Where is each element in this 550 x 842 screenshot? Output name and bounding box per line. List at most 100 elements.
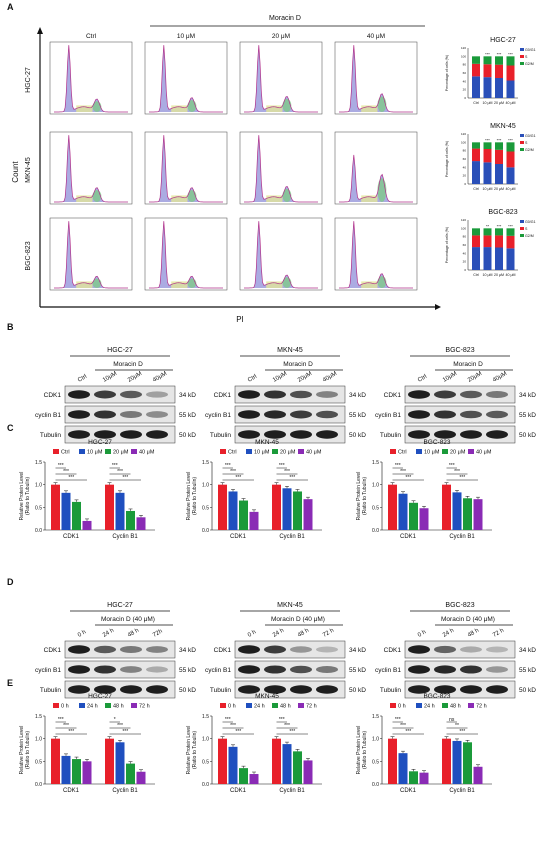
- blot-band: [434, 410, 456, 419]
- stacked-category: 40 μM: [505, 101, 515, 105]
- stacked-legend-swatch: [520, 55, 524, 58]
- band-name: Tubulin: [380, 432, 401, 439]
- band-size: 55 kD: [349, 667, 366, 674]
- y-tick-label: 0.5: [202, 759, 209, 765]
- y-axis-label: (Ratio to Tubulin): [362, 477, 368, 515]
- blot-band: [434, 645, 456, 654]
- blot-band: [290, 646, 312, 653]
- category-label: Cyclin B1: [112, 788, 138, 794]
- histogram-frame: [49, 217, 133, 291]
- blot-group-label: Moracin D: [453, 361, 483, 368]
- band-name: Tubulin: [380, 687, 401, 694]
- category-label: Cyclin B1: [279, 534, 305, 540]
- s-phase-fill: [171, 195, 188, 202]
- blot-band: [460, 665, 482, 674]
- stacked-bar-g2: [483, 228, 492, 236]
- stacked-sig: ***: [508, 51, 513, 56]
- y-axis-label: Relative Protein Level: [186, 726, 192, 775]
- bar-0-3: [249, 511, 259, 530]
- bar-0-0: [218, 738, 227, 784]
- legend-swatch: [298, 449, 304, 454]
- sig-mark: ***: [63, 723, 69, 729]
- blot-band: [460, 430, 482, 439]
- stacked-category: 10 μM: [482, 273, 492, 277]
- stacked-tick: 20: [463, 260, 467, 264]
- g2m-peak-fill: [282, 277, 292, 288]
- histogram-curve: [244, 221, 318, 289]
- stacked-category: Ctrl: [473, 187, 479, 191]
- stacked-category: 20 μM: [494, 101, 504, 105]
- y-tick-label: 0.5: [202, 505, 209, 511]
- stacked-category: 20 μM: [494, 273, 504, 277]
- y-tick-label: 1.5: [35, 460, 42, 466]
- lane-label: 48 h: [297, 628, 310, 639]
- band-name: Tubulin: [210, 687, 231, 694]
- band-size: 50 kD: [519, 687, 536, 694]
- sig-mark: ns: [449, 717, 455, 723]
- lane-label: 20μM: [467, 371, 483, 384]
- s-phase-fill: [266, 195, 283, 202]
- histogram-curve: [149, 135, 223, 203]
- y-tick-label: 1.0: [202, 737, 209, 743]
- sig-mark: ***: [63, 469, 69, 475]
- blot-line-title: HGC-27: [107, 347, 133, 354]
- sig-mark: ***: [230, 469, 236, 475]
- blot-band: [238, 430, 260, 439]
- blot-group-label: Moracin D: [283, 361, 313, 368]
- stacked-bar-g1: [472, 247, 480, 270]
- sig-mark: ***: [112, 463, 118, 469]
- sig-mark: ***: [289, 475, 295, 481]
- histogram-frame: [144, 41, 228, 115]
- stacked-bar-g1: [472, 161, 480, 184]
- legend-swatch: [53, 703, 59, 708]
- legend-label: 0 h: [228, 704, 236, 710]
- condition-label: 10 μM: [177, 33, 195, 40]
- sig-mark: ***: [449, 463, 455, 469]
- chart-title: HGC-27: [88, 439, 112, 446]
- bar-0-1: [398, 493, 408, 530]
- blot-band: [238, 410, 260, 419]
- band-size: 50 kD: [179, 432, 196, 439]
- blot-group-label: Moracin D (40 μM): [441, 616, 495, 623]
- stacked-tick: 120: [461, 132, 466, 136]
- stacked-bar-g1: [495, 78, 503, 98]
- stacked-legend-label: G0/G1: [525, 220, 536, 224]
- y-tick-label: 1.5: [372, 714, 379, 720]
- stacked-tick: 60: [463, 243, 467, 247]
- sig-mark: ***: [459, 475, 465, 481]
- blot-band: [238, 390, 260, 399]
- bar-0-0: [51, 738, 60, 784]
- histogram-curve: [149, 221, 223, 289]
- bar-0-1: [228, 491, 238, 530]
- band-name: CDK1: [44, 647, 62, 654]
- legend-swatch: [272, 449, 278, 454]
- stacked-bar-g2: [495, 228, 503, 236]
- blot-band: [94, 645, 116, 654]
- blot-band: [68, 645, 90, 654]
- blot-band: [486, 410, 508, 419]
- stacked-category: 10 μM: [482, 187, 492, 191]
- legend-label: 48 h: [280, 704, 291, 710]
- y-tick-label: 0.0: [35, 782, 42, 788]
- lane-label: 72h: [152, 629, 164, 639]
- bar-0-2: [409, 502, 418, 530]
- sig-mark: ***: [289, 729, 295, 735]
- stacked-bar-s: [495, 64, 503, 78]
- blot-band: [264, 410, 286, 419]
- bar-1-0: [105, 738, 114, 784]
- category-label: Cyclin B1: [279, 788, 305, 794]
- band-size: 55 kD: [519, 667, 536, 674]
- chart-title: BGC-823: [423, 439, 450, 446]
- histogram-curve: [149, 45, 223, 113]
- stacked-sig: ***: [508, 137, 513, 142]
- blot-group-label: Moracin D: [113, 361, 143, 368]
- histogram-fill: [54, 45, 128, 112]
- s-phase-fill: [76, 281, 93, 288]
- legend-label: Ctrl: [61, 450, 70, 456]
- s-phase-fill: [76, 195, 93, 202]
- sig-mark: ***: [405, 729, 411, 735]
- bar-0-0: [388, 738, 397, 784]
- bar-1-3: [136, 771, 146, 784]
- stacked-ylabel: Percentage of cells (%): [445, 227, 449, 263]
- y-axis-label: (Ratio to Tubulin): [192, 731, 198, 769]
